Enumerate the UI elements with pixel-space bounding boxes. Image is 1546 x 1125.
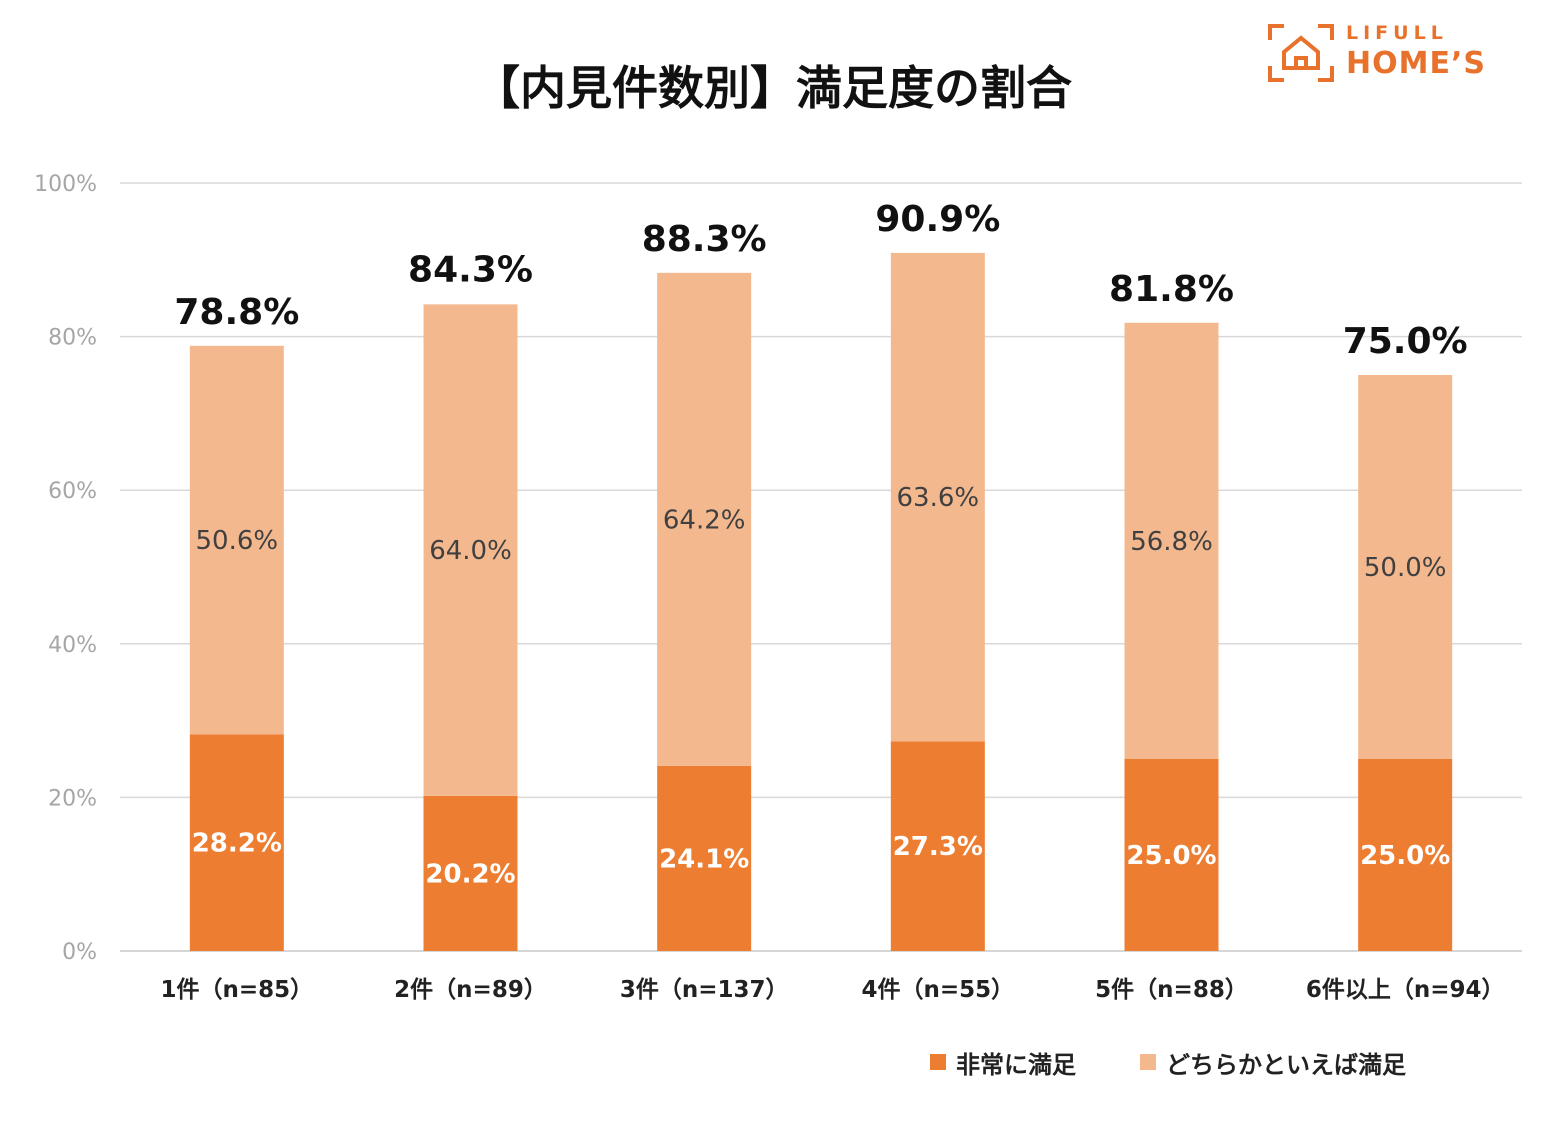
total-label: 88.3% <box>642 219 767 260</box>
bar-somewhat-satisfied <box>890 252 985 742</box>
house-frame-icon <box>1268 24 1334 82</box>
bar-very-satisfied <box>189 734 284 951</box>
total-label: 81.8% <box>1109 269 1234 310</box>
chart-title: 【内見件数別】満足度の割合 <box>474 61 1072 115</box>
x-category-label: 3件（n=137） <box>620 976 789 1003</box>
y-tick-label: 20% <box>48 786 97 811</box>
bar-somewhat-satisfied <box>1358 375 1453 759</box>
total-label: 84.3% <box>408 250 533 291</box>
x-category-label: 5件（n=88） <box>1095 976 1248 1003</box>
y-tick-label: 0% <box>62 940 97 965</box>
x-category-label: 4件（n=55） <box>862 976 1015 1003</box>
bar-somewhat-satisfied <box>423 304 518 796</box>
bar-very-satisfied <box>657 765 752 951</box>
data-label: 25.0% <box>1126 841 1216 871</box>
data-label: 25.0% <box>1360 841 1450 871</box>
bar-very-satisfied <box>1124 759 1219 951</box>
x-category-label: 6件以上（n=94） <box>1306 976 1505 1003</box>
data-label: 56.8% <box>1130 527 1213 557</box>
data-label: 50.6% <box>196 526 279 556</box>
logo-text-lifull: LIFULL <box>1346 22 1448 44</box>
legend-label-very-satisfied: 非常に満足 <box>956 1050 1076 1079</box>
legend-swatch-somewhat-satisfied <box>1140 1054 1156 1070</box>
data-label: 50.0% <box>1364 553 1447 583</box>
data-label: 28.2% <box>192 829 282 859</box>
bar-very-satisfied <box>890 741 985 951</box>
legend-item-very-satisfied: 非常に満足 <box>930 1046 1076 1079</box>
total-label: 75.0% <box>1343 321 1468 362</box>
data-label: 63.6% <box>897 483 980 513</box>
bar-very-satisfied <box>423 795 518 951</box>
x-category-label: 1件（n=85） <box>161 976 314 1003</box>
x-category-label: 2件（n=89） <box>394 976 547 1003</box>
data-label: 64.2% <box>663 505 746 535</box>
legend-label-somewhat-satisfied: どちらかといえば満足 <box>1166 1050 1406 1079</box>
legend-item-somewhat-satisfied: どちらかといえば満足 <box>1140 1046 1406 1079</box>
bar-very-satisfied <box>1358 759 1453 951</box>
y-tick-label: 100% <box>34 172 97 197</box>
y-tick-label: 40% <box>48 633 97 658</box>
logo-text-homes: HOME’S <box>1346 46 1486 81</box>
bar-somewhat-satisfied <box>1124 322 1219 759</box>
y-tick-label: 80% <box>48 326 97 351</box>
y-tick-label: 60% <box>48 479 97 504</box>
data-label: 27.3% <box>893 832 983 862</box>
data-label: 64.0% <box>429 536 512 566</box>
bar-somewhat-satisfied <box>657 272 752 766</box>
total-label: 90.9% <box>875 199 1000 240</box>
data-label: 24.1% <box>659 844 749 874</box>
legend-swatch-very-satisfied <box>930 1054 946 1070</box>
total-label: 78.8% <box>174 292 299 333</box>
bar-somewhat-satisfied <box>189 345 284 735</box>
lifull-homes-logo: LIFULL HOME’S <box>1266 22 1526 84</box>
data-label: 20.2% <box>425 859 515 889</box>
